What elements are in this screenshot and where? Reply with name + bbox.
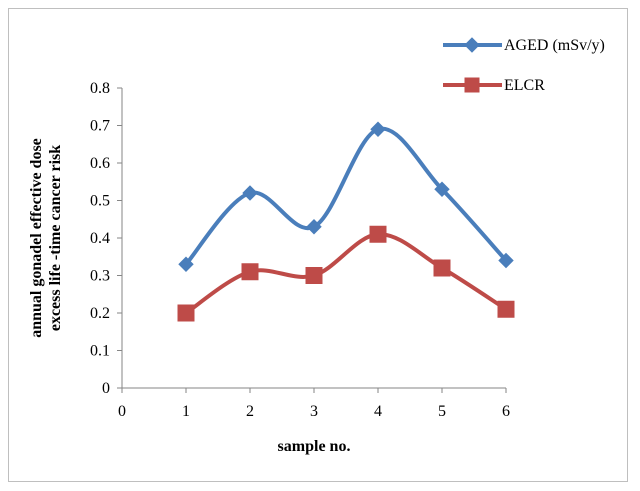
x-tick-label: 3 (310, 403, 318, 420)
diamond-point (498, 252, 514, 269)
x-tick-label: 2 (246, 403, 254, 420)
y-tick-label: 0 (102, 380, 110, 397)
y-tick-label: 0.7 (90, 118, 110, 135)
y-tick-label: 0.6 (90, 155, 110, 172)
y-axis-title-line2: excess life -time cancer risk (47, 145, 64, 331)
x-tick-label: 5 (438, 403, 446, 420)
y-ticks: 0 0.1 0.2 0.3 0.4 0.5 0.6 0.7 0.8 (90, 80, 122, 397)
diamond-point (370, 121, 386, 137)
y-tick-label: 0.5 (90, 193, 110, 210)
legend-label: AGED (mSv/y) (504, 37, 605, 54)
y-tick-label: 0.3 (90, 268, 110, 285)
square-point (497, 300, 515, 318)
x-tick-label: 0 (118, 403, 126, 420)
series-layer (177, 121, 515, 322)
y-axis-title-line1: annual gonadel effective dose (28, 138, 45, 338)
square-point (305, 267, 323, 284)
legend-square-marker (464, 77, 480, 93)
series-2 (177, 225, 515, 322)
legend: AGED (mSv/y) ELCR (443, 37, 605, 94)
diamond-point (434, 181, 450, 197)
x-tick-label: 4 (374, 403, 382, 420)
square-point (369, 225, 387, 243)
series-line (184, 126, 508, 267)
square-point (177, 304, 195, 322)
legend-label: ELCR (504, 77, 545, 94)
diamond-point (242, 185, 258, 201)
y-tick-label: 0.8 (90, 80, 110, 97)
square-point (433, 259, 451, 277)
chart-frame (8, 8, 628, 482)
axes (121, 88, 506, 389)
y-tick-label: 0.2 (90, 305, 110, 322)
diamond-point (178, 256, 194, 272)
legend-item: ELCR (443, 77, 545, 94)
x-tick-label: 6 (502, 403, 510, 420)
y-tick-label: 0.4 (90, 230, 110, 247)
series-1 (178, 121, 514, 272)
x-tick-label: 1 (182, 403, 190, 420)
square-point (241, 263, 259, 281)
x-ticks: 0 1 2 3 4 5 6 (118, 388, 510, 420)
y-axis-title-group: annual gonadel effective dose excess lif… (28, 138, 64, 338)
series-line (184, 232, 508, 315)
legend-diamond-marker (464, 37, 480, 53)
diamond-point (306, 219, 322, 235)
x-axis-title: sample no. (278, 438, 351, 455)
y-tick-label: 0.1 (90, 343, 110, 360)
legend-item: AGED (mSv/y) (443, 37, 605, 54)
